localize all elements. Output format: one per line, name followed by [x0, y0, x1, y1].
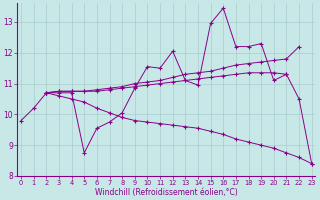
- X-axis label: Windchill (Refroidissement éolien,°C): Windchill (Refroidissement éolien,°C): [95, 188, 238, 197]
